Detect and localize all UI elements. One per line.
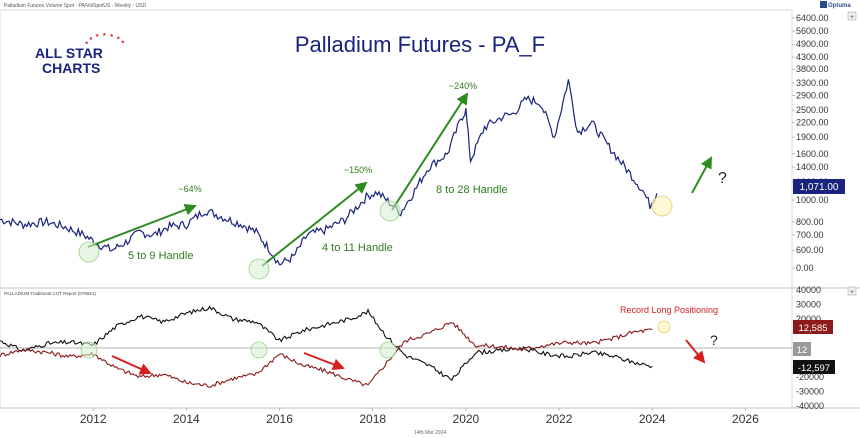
handle-label-1: 5 to 9 Handle [128,250,193,262]
cot-long-badge [793,320,833,334]
x-tick-label: 2014 [173,412,200,426]
x-tick-label: 2024 [639,412,666,426]
price-tick-label: 4300.00 [796,52,829,62]
price-tick-label: 3800.00 [796,64,829,74]
logo-line2: CHARTS [42,60,100,76]
cot-tick-label: 30000 [796,300,821,310]
chart-title: Palladium Futures - PA_F [295,32,545,57]
logo-star: ★ [116,35,121,41]
red-arrow-2 [303,352,345,371]
price-tick-label: 2500.00 [796,105,829,115]
pct-label-3: ~240% [449,81,477,91]
cot-tick-label: -40000 [796,401,824,411]
low-circle-3 [379,200,401,222]
logo-stars: ★★★★★★★ [84,32,125,46]
price-tick-label: 1600.00 [796,149,829,159]
x-tick-label: 2018 [359,412,386,426]
brand-label: Optuma [828,3,851,9]
last-price-badge [793,179,845,194]
price-tick-label: 2900.00 [796,91,829,101]
price-tick-label: 700.00 [796,230,824,240]
price-tick-label: 1900.00 [796,132,829,142]
price-tick-label: 800.00 [796,217,824,227]
x-tick-label: 2022 [546,412,573,426]
cot-current-circle [657,320,671,334]
logo-star: ★ [110,33,115,39]
cot-short-badge [793,360,835,374]
price-line [0,79,658,266]
cot-commercials-line [0,305,653,382]
x-tick-label: 2016 [266,412,293,426]
low-circle-1 [78,241,100,263]
cot-managed-money-line [0,322,653,388]
question-mark-price: ? [718,170,727,187]
handle-label-3: 8 to 28 Handle [436,184,508,196]
logo-star: ★ [84,40,89,46]
trend-arrow-2 [261,181,368,267]
pct-label-1: ~64% [178,184,201,194]
price-tick-label: 4900.00 [796,39,829,49]
price-tick-label: 1000.00 [796,195,829,205]
brand-icon [820,1,827,8]
cot-long-text: 12,585 [798,323,827,334]
top-label: Palladium Futures Volume Spot - PA/VolSp… [4,3,146,9]
current-circle [651,195,673,217]
cot-tick-label: 20000 [796,314,821,324]
pct-label-2: ~150% [344,165,372,175]
cot-tick-label: -20000 [796,372,824,382]
trend-arrow-1 [87,203,197,248]
panel-zoom-plus: + [850,289,854,296]
low-circle-2 [248,258,270,280]
record-long-label: Record Long Positioning [620,305,718,315]
trend-arrow-3 [391,92,469,211]
cot-zero-text: 12 [797,345,808,356]
question-mark-cot: ? [710,332,718,348]
cot-panel-title: PALLADIUM Traditional COT Report (076651… [4,291,96,296]
x-tick-label: 2020 [453,412,480,426]
price-tick-label: 5600.00 [796,26,829,36]
logo-star: ★ [102,32,107,38]
footer-date: 14th Mar 2024 [414,430,446,436]
panel-zoom-button[interactable] [847,286,857,296]
price-tick-label: 6400.00 [796,13,829,23]
price-zoom-plus: + [850,14,854,21]
handle-label-2: 4 to 11 Handle [322,242,393,254]
price-tick-label: 0.00 [796,263,814,273]
price-tick-label: 600.00 [796,245,824,255]
price-tick-label: 3300.00 [796,78,829,88]
cot-tick-label: 40000 [796,285,821,295]
logo-star: ★ [89,36,94,42]
cot-short-text: -12,597 [798,363,830,374]
logo-line1: ALL STAR [35,45,103,61]
x-tick-label: 2026 [732,412,759,426]
red-arrow-3 [685,339,706,364]
cot-circle-1 [80,341,98,359]
last-price-text: 1,071.00 [800,182,839,193]
price-tick-label: 2200.00 [796,118,829,128]
red-arrow-1 [111,355,152,375]
logo-star: ★ [95,33,100,39]
price-panel-frame [0,9,793,289]
cot-circle-2 [250,341,268,359]
cot-zero-badge [793,342,811,356]
x-tick-label: 2012 [80,412,107,426]
logo-star: ★ [121,40,126,46]
price-tick-label: 1400.00 [796,162,829,172]
cot-tick-label: -30000 [796,387,824,397]
cot-circle-3 [379,341,397,359]
all-star-charts-logo: ALL STAR CHARTS ★★★★★★★ [35,32,126,76]
price-zoom-button[interactable] [847,11,857,21]
future-arrow-up [691,156,712,194]
